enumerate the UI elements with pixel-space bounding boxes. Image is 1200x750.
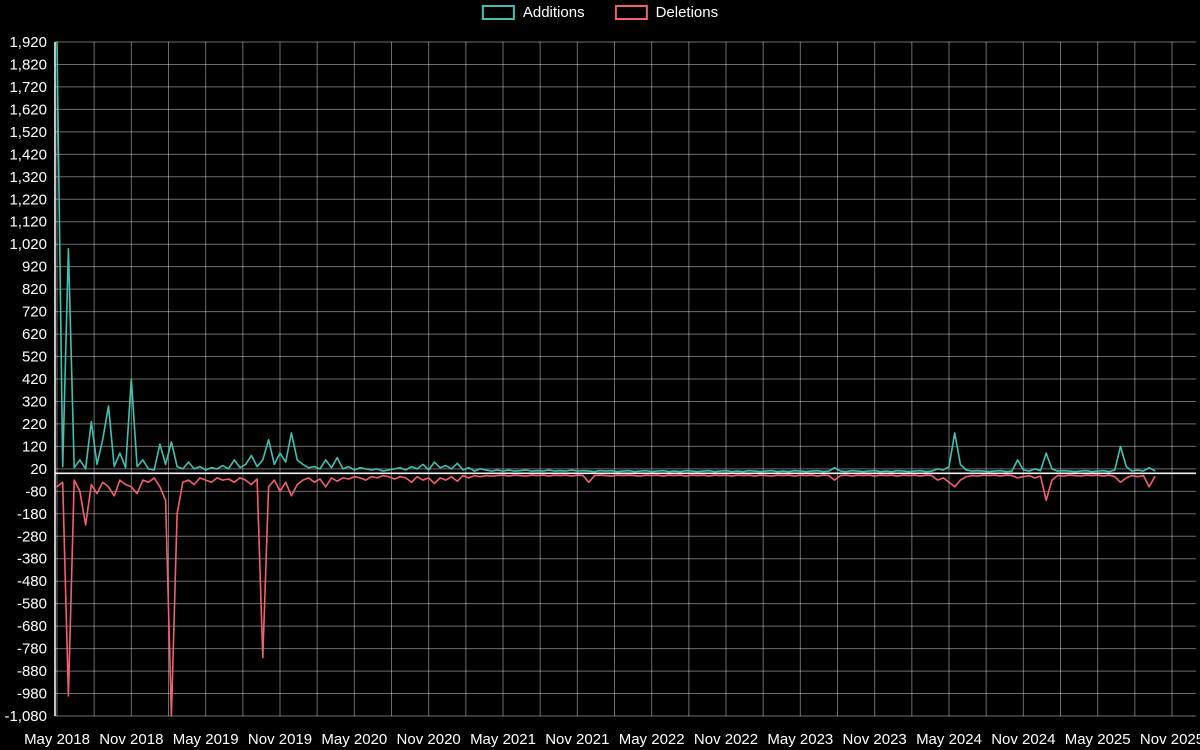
svg-text:Nov 2018: Nov 2018 (99, 731, 163, 748)
svg-text:-380: -380 (17, 551, 47, 568)
svg-text:1,720: 1,720 (9, 79, 47, 96)
svg-text:Nov 2022: Nov 2022 (694, 731, 758, 748)
svg-text:May 2020: May 2020 (321, 731, 387, 748)
svg-text:-280: -280 (17, 528, 47, 545)
svg-text:May 2021: May 2021 (470, 731, 536, 748)
svg-text:1,620: 1,620 (9, 101, 47, 118)
svg-text:-180: -180 (17, 506, 47, 523)
additions-swatch-icon (481, 5, 515, 20)
svg-text:May 2023: May 2023 (767, 731, 833, 748)
svg-text:1,520: 1,520 (9, 124, 47, 141)
svg-text:Nov 2021: Nov 2021 (545, 731, 609, 748)
svg-text:1,420: 1,420 (9, 146, 47, 163)
svg-text:220: 220 (22, 416, 47, 433)
svg-text:Nov 2025: Nov 2025 (1140, 731, 1200, 748)
svg-text:720: 720 (22, 304, 47, 321)
svg-text:-780: -780 (17, 641, 47, 658)
svg-text:920: 920 (22, 259, 47, 276)
svg-text:120: 120 (22, 438, 47, 455)
svg-text:Nov 2024: Nov 2024 (991, 731, 1055, 748)
svg-text:-1,080: -1,080 (4, 708, 47, 725)
svg-text:520: 520 (22, 349, 47, 366)
svg-text:May 2025: May 2025 (1065, 731, 1131, 748)
svg-text:Nov 2019: Nov 2019 (248, 731, 312, 748)
legend-item-additions[interactable]: Additions (481, 4, 585, 21)
svg-text:1,320: 1,320 (9, 169, 47, 186)
deletions-swatch-icon (614, 5, 648, 20)
svg-text:Nov 2023: Nov 2023 (843, 731, 907, 748)
legend-label-deletions: Deletions (655, 4, 719, 21)
legend-label-additions: Additions (522, 4, 585, 21)
svg-text:1,220: 1,220 (9, 191, 47, 208)
svg-text:May 2022: May 2022 (619, 731, 685, 748)
svg-text:620: 620 (22, 326, 47, 343)
svg-text:-880: -880 (17, 663, 47, 680)
svg-text:820: 820 (22, 281, 47, 298)
svg-text:20: 20 (30, 461, 47, 478)
svg-text:-680: -680 (17, 618, 47, 635)
svg-text:-80: -80 (25, 483, 47, 500)
svg-text:1,020: 1,020 (9, 236, 47, 253)
svg-text:420: 420 (22, 371, 47, 388)
svg-text:1,820: 1,820 (9, 56, 47, 73)
svg-text:-580: -580 (17, 596, 47, 613)
svg-text:1,120: 1,120 (9, 214, 47, 231)
svg-text:1,920: 1,920 (9, 34, 47, 51)
svg-text:May 2018: May 2018 (24, 731, 90, 748)
chart-legend: Additions Deletions (481, 4, 719, 21)
svg-text:May 2019: May 2019 (173, 731, 239, 748)
svg-text:320: 320 (22, 393, 47, 410)
svg-text:May 2024: May 2024 (916, 731, 982, 748)
svg-text:-480: -480 (17, 573, 47, 590)
legend-item-deletions[interactable]: Deletions (614, 4, 719, 21)
svg-text:Nov 2020: Nov 2020 (397, 731, 461, 748)
svg-text:-980: -980 (17, 686, 47, 703)
